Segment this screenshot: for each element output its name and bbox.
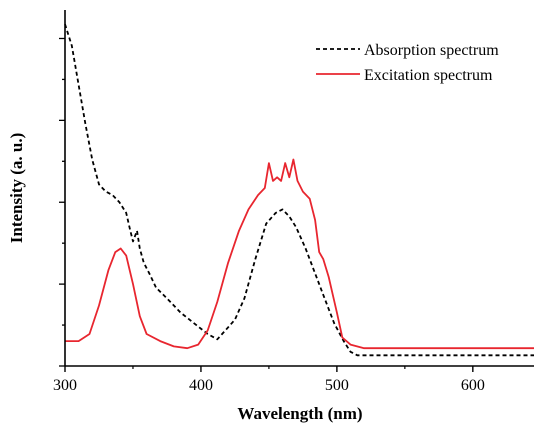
legend: Absorption spectrum Excitation spectrum bbox=[316, 42, 499, 84]
x-tick-label: 300 bbox=[53, 377, 77, 394]
axes bbox=[64, 10, 534, 367]
y-ticks bbox=[59, 37, 65, 367]
legend-label-excitation: Excitation spectrum bbox=[364, 67, 493, 84]
plot-lines bbox=[64, 23, 534, 357]
series-line-absorption bbox=[64, 23, 534, 357]
x-axis-label: Wavelength (nm) bbox=[237, 404, 362, 423]
series-line-excitation bbox=[65, 158, 534, 350]
x-tick-label: 400 bbox=[189, 377, 213, 394]
x-ticks: 300 400 500 600 bbox=[53, 366, 485, 394]
legend-label-absorption: Absorption spectrum bbox=[364, 42, 499, 59]
x-tick-label: 500 bbox=[325, 377, 349, 394]
y-axis-label: Intensity (a. u.) bbox=[7, 133, 26, 244]
x-tick-label: 600 bbox=[461, 377, 485, 394]
